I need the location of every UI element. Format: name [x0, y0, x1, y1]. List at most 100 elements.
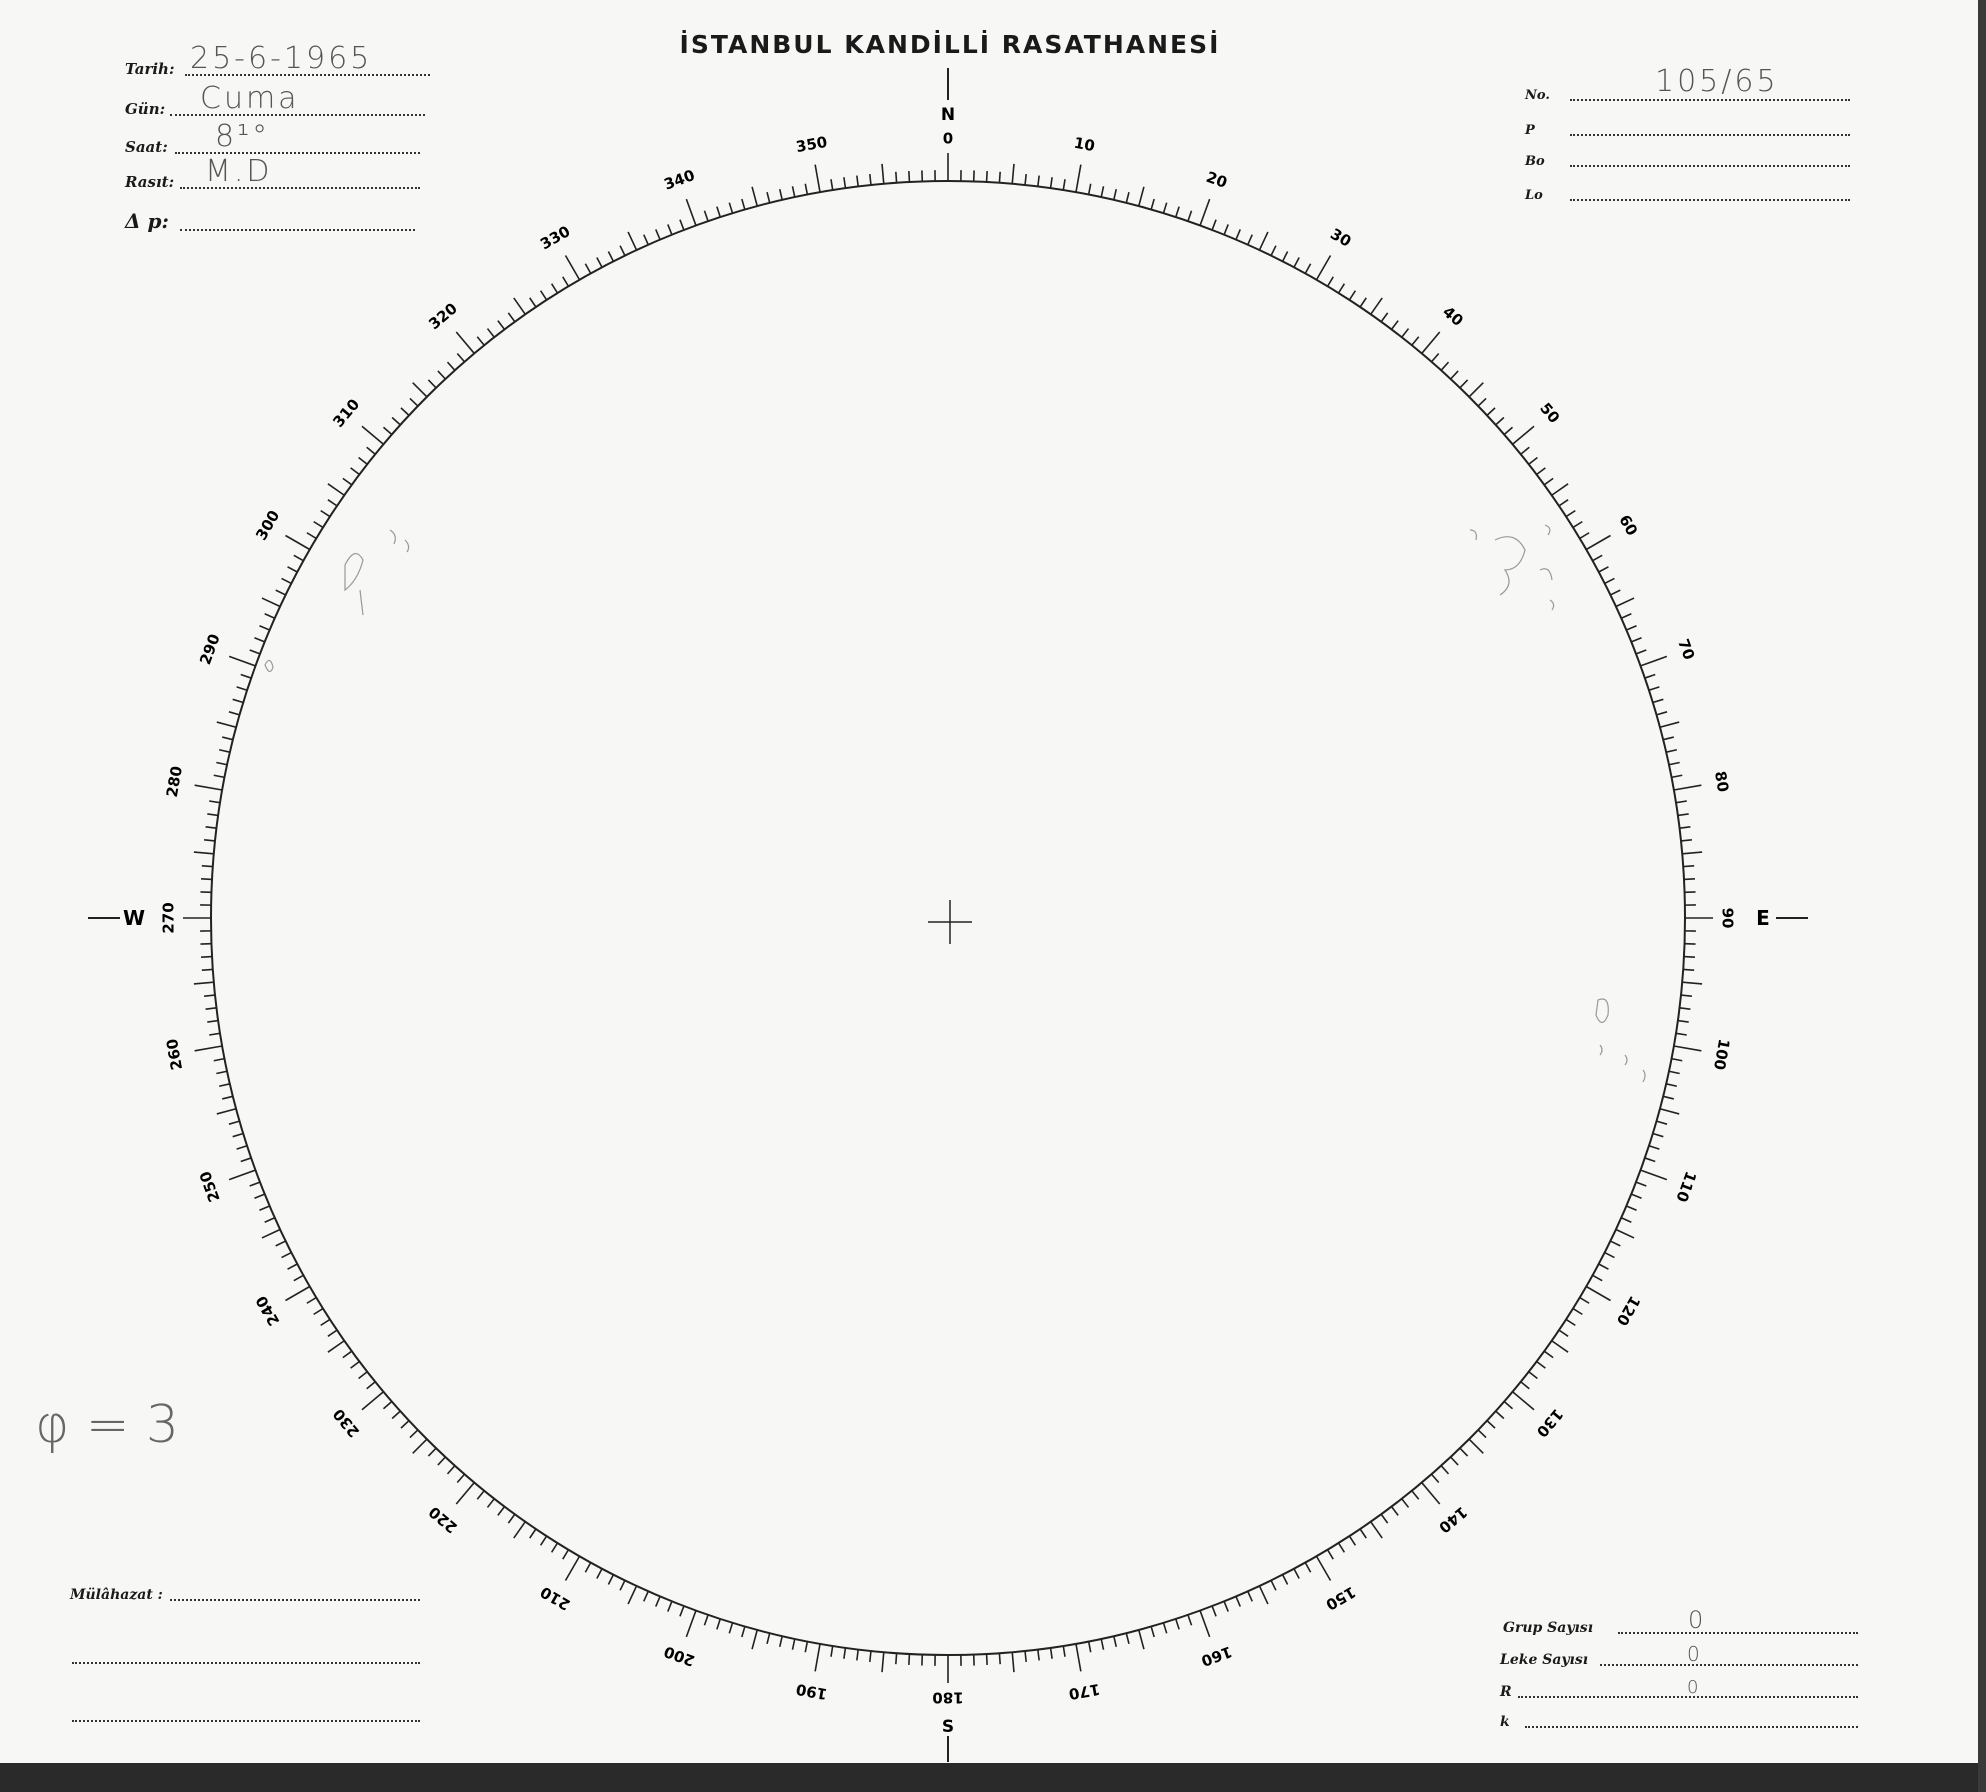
tick-minor	[327, 499, 338, 507]
tick-minor	[830, 179, 834, 191]
tick-minor	[895, 1653, 898, 1665]
field-value: 0	[1687, 1677, 1702, 1698]
tick-major	[285, 1285, 311, 1302]
tick-minor	[1558, 499, 1569, 507]
tick-minor	[766, 192, 771, 204]
degree-scale	[183, 153, 1713, 1683]
tick-minor	[350, 1360, 360, 1369]
tick-minor	[1370, 1521, 1383, 1539]
tick-major	[1075, 1643, 1082, 1672]
compass-north: N	[941, 105, 955, 125]
tick-minor	[1610, 589, 1621, 596]
tick-minor	[1598, 566, 1609, 573]
tick-minor	[275, 1240, 286, 1247]
tick-minor	[437, 1456, 446, 1466]
center-crosshair	[928, 900, 972, 944]
degree-label: 140	[1435, 1503, 1471, 1537]
tick-minor	[261, 597, 281, 608]
tick-minor	[1495, 416, 1505, 426]
degree-label: 270	[160, 902, 178, 933]
tick-minor	[1644, 1157, 1656, 1163]
tick-minor	[287, 566, 298, 573]
degree-label: 150	[1323, 1583, 1359, 1614]
tick-minor	[1440, 361, 1450, 371]
degree-label: 80	[1711, 770, 1732, 794]
tick-minor	[804, 183, 809, 195]
field-delta-p: Δ p:	[125, 205, 415, 235]
field-k: k	[1500, 1702, 1858, 1732]
tick-minor	[1024, 1650, 1027, 1662]
tick-minor	[476, 336, 485, 346]
tick-minor	[778, 188, 783, 201]
tick-minor	[259, 1205, 270, 1212]
tick-minor	[207, 1019, 219, 1023]
tick-minor	[249, 649, 261, 655]
tick-minor	[607, 1574, 615, 1585]
tick-minor	[1626, 624, 1637, 631]
tick-minor	[728, 1622, 734, 1634]
degree-label: 30	[1327, 225, 1354, 251]
tick-minor	[881, 1652, 885, 1673]
tick-minor	[1610, 1240, 1621, 1247]
tick-minor	[1558, 1329, 1569, 1337]
tick-minor	[1682, 981, 1703, 985]
tick-minor	[716, 206, 722, 218]
tick-minor	[1579, 532, 1590, 540]
tick-minor	[550, 283, 559, 294]
tick-minor	[275, 589, 286, 596]
tick-minor	[908, 1653, 911, 1666]
tick-minor	[1528, 456, 1538, 465]
tick-minor	[596, 1568, 603, 1579]
tick-minor	[412, 1438, 428, 1454]
tick-minor	[1450, 370, 1459, 380]
field-leke-sayisi: Leke Sayısı 0	[1500, 1640, 1858, 1670]
tick-minor	[1187, 210, 1193, 222]
degree-label: 70	[1674, 636, 1698, 662]
tick-major	[1585, 1285, 1611, 1302]
tick-minor	[1675, 800, 1687, 804]
tick-minor	[791, 1638, 796, 1650]
degree-label: 280	[163, 765, 186, 799]
tick-minor	[358, 1371, 368, 1380]
tick-minor	[366, 1381, 376, 1390]
tick-minor	[382, 1400, 393, 1410]
degree-label: 220	[425, 1503, 461, 1537]
field-grup-sayisi: Grup Sayısı 0	[1503, 1606, 1858, 1638]
tick-minor	[1631, 637, 1642, 643]
tick-minor	[391, 1410, 401, 1420]
field-label: Lo	[1525, 188, 1543, 203]
tick-minor	[1528, 1371, 1538, 1380]
tick-minor	[1652, 1132, 1664, 1138]
tick-minor	[998, 1653, 1001, 1665]
tick-major	[1199, 1610, 1211, 1638]
tick-minor	[607, 251, 615, 262]
tick-minor	[679, 1605, 685, 1617]
tick-minor	[497, 1506, 506, 1516]
tick-minor	[1037, 1649, 1040, 1661]
tick-minor	[427, 1447, 437, 1457]
tick-minor	[643, 1590, 649, 1602]
tick-minor	[281, 577, 292, 585]
tick-major	[228, 1169, 256, 1181]
tick-minor	[985, 170, 988, 183]
tick-minor	[1235, 1596, 1242, 1607]
field-gun: Gün: Cuma	[125, 81, 425, 120]
tick-minor	[507, 1513, 516, 1524]
tick-minor	[1390, 320, 1399, 330]
tick-minor	[1683, 865, 1695, 868]
tick-minor	[1411, 336, 1420, 346]
tick-minor	[1598, 1263, 1609, 1270]
tick-minor	[627, 231, 638, 251]
tick-minor	[216, 721, 237, 729]
field-no: No. 105/65	[1525, 64, 1850, 105]
tick-minor	[791, 186, 796, 198]
tick-minor	[200, 955, 213, 958]
tick-minor	[306, 1296, 317, 1304]
tick-minor	[1551, 483, 1569, 496]
tick-minor	[1211, 219, 1217, 231]
field-value: 0	[1687, 1642, 1703, 1666]
tick-minor	[1401, 328, 1410, 338]
degree-label: 170	[1067, 1680, 1101, 1703]
tick-minor	[350, 467, 360, 476]
field-tarih: Tarih: 25-6-1965	[125, 41, 430, 80]
